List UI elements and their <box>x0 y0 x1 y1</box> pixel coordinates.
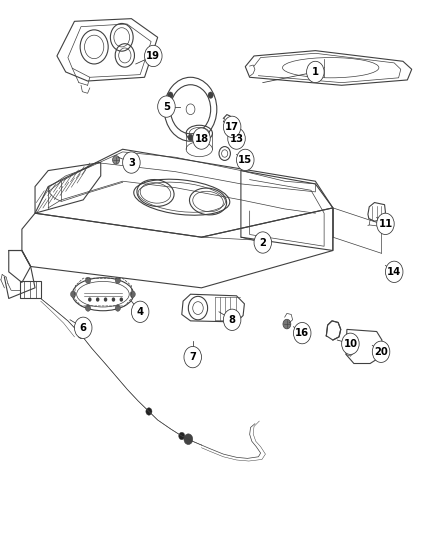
Circle shape <box>96 297 99 302</box>
Circle shape <box>184 346 201 368</box>
Text: 13: 13 <box>230 134 244 143</box>
Circle shape <box>88 297 92 302</box>
Text: 11: 11 <box>378 219 392 229</box>
Circle shape <box>113 156 120 164</box>
Circle shape <box>237 149 254 171</box>
Circle shape <box>130 291 135 297</box>
Circle shape <box>342 333 359 354</box>
Circle shape <box>85 305 91 311</box>
Circle shape <box>123 152 140 173</box>
Circle shape <box>307 61 324 83</box>
Circle shape <box>78 331 84 338</box>
Circle shape <box>74 317 92 338</box>
Text: 2: 2 <box>259 238 266 247</box>
Text: 20: 20 <box>374 347 388 357</box>
Circle shape <box>188 134 193 141</box>
Text: 4: 4 <box>137 307 144 317</box>
Circle shape <box>131 301 149 322</box>
Circle shape <box>85 277 91 284</box>
Circle shape <box>254 232 272 253</box>
Circle shape <box>104 297 107 302</box>
Circle shape <box>112 297 115 302</box>
Text: 10: 10 <box>343 339 357 349</box>
Circle shape <box>158 96 175 117</box>
Bar <box>20 281 41 298</box>
Text: 5: 5 <box>163 102 170 111</box>
Text: 7: 7 <box>189 352 196 362</box>
Circle shape <box>115 277 120 284</box>
Circle shape <box>146 408 152 415</box>
Text: 6: 6 <box>80 323 87 333</box>
Text: 16: 16 <box>295 328 309 338</box>
Circle shape <box>223 309 241 330</box>
Circle shape <box>184 434 193 445</box>
Text: 17: 17 <box>225 122 239 132</box>
Circle shape <box>208 92 213 98</box>
Circle shape <box>293 322 311 344</box>
Text: 19: 19 <box>146 51 160 61</box>
Text: 18: 18 <box>194 134 208 143</box>
Circle shape <box>283 319 291 329</box>
Circle shape <box>145 45 162 67</box>
Circle shape <box>179 432 185 440</box>
Circle shape <box>228 128 245 149</box>
Circle shape <box>377 213 394 235</box>
Text: 3: 3 <box>128 158 135 167</box>
Circle shape <box>223 116 241 138</box>
Circle shape <box>168 92 173 98</box>
Circle shape <box>115 305 120 311</box>
Circle shape <box>372 341 390 362</box>
Circle shape <box>71 291 76 297</box>
Circle shape <box>385 261 403 282</box>
Text: 14: 14 <box>387 267 401 277</box>
Text: 1: 1 <box>312 67 319 77</box>
Text: 8: 8 <box>229 315 236 325</box>
Text: 15: 15 <box>238 155 252 165</box>
Circle shape <box>193 128 210 149</box>
Circle shape <box>120 297 123 302</box>
